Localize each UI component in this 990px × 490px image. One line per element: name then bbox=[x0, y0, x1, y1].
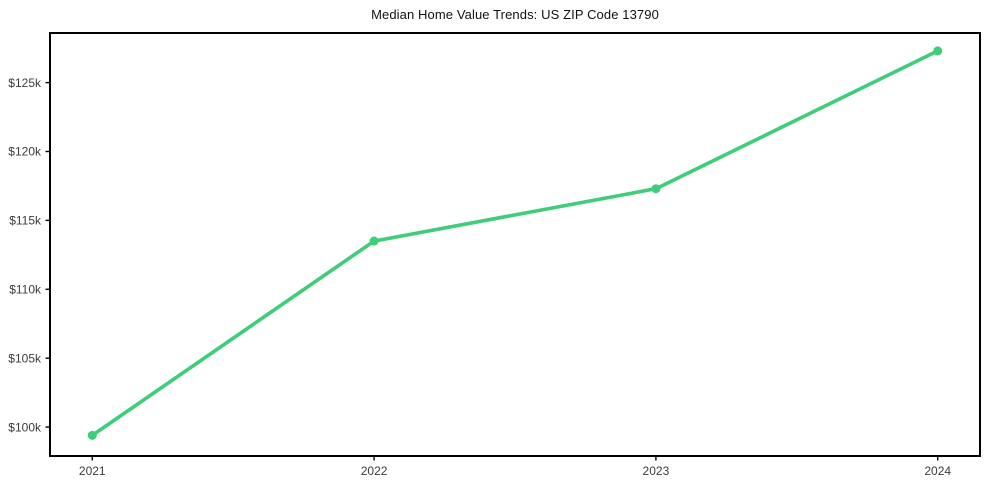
data-point-marker bbox=[87, 430, 97, 440]
plot-border bbox=[49, 32, 981, 457]
data-point-marker bbox=[651, 184, 661, 194]
y-tick-label: $105k bbox=[8, 351, 42, 365]
y-tick-label: $125k bbox=[8, 76, 42, 90]
x-tick-label: 2022 bbox=[361, 464, 388, 478]
y-tick-label: $110k bbox=[9, 282, 42, 296]
y-tick-label: $120k bbox=[8, 145, 42, 159]
data-point-marker bbox=[369, 236, 379, 246]
x-tick-label: 2024 bbox=[924, 464, 951, 478]
y-tick-label: $115k bbox=[9, 214, 42, 228]
data-point-marker bbox=[933, 46, 943, 56]
trend-line bbox=[90, 49, 940, 438]
y-tick-label: $100k bbox=[8, 420, 42, 434]
x-tick-label: 2023 bbox=[643, 464, 670, 478]
chart-title: Median Home Value Trends: US ZIP Code 13… bbox=[371, 7, 659, 22]
x-tick-label: 2021 bbox=[79, 464, 106, 478]
